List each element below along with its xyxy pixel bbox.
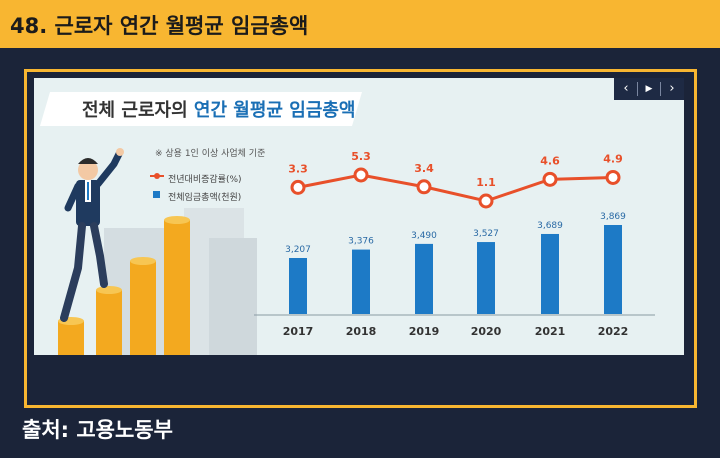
line-point-2019: [416, 179, 432, 195]
x-tick-2019: 2019: [409, 325, 440, 338]
legend-dot-marker: [154, 173, 160, 179]
source-caption: 출처: 고용노동부: [22, 418, 173, 442]
x-tick-2018: 2018: [346, 325, 377, 338]
line-point-2017: [290, 179, 306, 195]
header-bar: 48. 근로자 연간 월평균 임금총액: [0, 0, 720, 48]
bar-label-2019: 3,490: [411, 231, 437, 241]
coin-stack-4: [164, 220, 190, 355]
line-point-2021: [542, 171, 558, 187]
slide-nav: ‹ ▶ ›: [614, 78, 684, 100]
x-tick-2020: 2020: [471, 325, 502, 338]
legend-bar-label: 전체임금총액(천원): [168, 193, 242, 203]
coin-top-4: [164, 216, 190, 224]
play-button[interactable]: ▶: [645, 84, 653, 94]
x-tick-2021: 2021: [535, 325, 566, 338]
bar-2017: [289, 258, 307, 314]
line-label-2020: 1.1: [476, 176, 496, 189]
data-note: ※ 상용 1인 이상 사업체 기준: [155, 149, 266, 159]
chart-layer: 3,207 2017 3,376 2018 3,490 2019 3,527 2020 3,68…: [254, 150, 655, 338]
infographic-slide: 3,207 2017 3,376 2018 3,490 2019 3,527 2020 3,68…: [34, 78, 684, 355]
bar-2020: [477, 242, 495, 314]
prev-button[interactable]: ‹: [623, 81, 629, 96]
coin-stack-2: [96, 290, 122, 355]
bar-2019: [415, 243, 433, 314]
coin-stack-3: [130, 261, 156, 355]
bar-label-2017: 3,207: [285, 245, 311, 255]
line-point-2022: [605, 169, 621, 185]
line-point-2020: [478, 193, 494, 209]
line-label-2017: 3.3: [288, 162, 308, 175]
bar-2021: [541, 233, 559, 314]
building-bg-3: [209, 238, 257, 355]
growth-rate-line: [297, 173, 614, 203]
line-label-2018: 5.3: [351, 150, 371, 163]
line-label-2022: 4.9: [603, 152, 623, 165]
page-title: 48. 근로자 연간 월평균 임금총액: [10, 14, 309, 38]
x-tick-2022: 2022: [598, 325, 629, 338]
bar-label-2021: 3,689: [537, 221, 563, 231]
bar-label-2022: 3,869: [600, 212, 626, 222]
slide-title-part1: 전체 근로자의: [82, 100, 188, 121]
bar-label-2018: 3,376: [348, 237, 374, 247]
nav-divider: [660, 82, 661, 96]
line-label-2019: 3.4: [414, 162, 434, 175]
bar-2018: [352, 249, 370, 314]
nav-divider: [637, 82, 638, 96]
bar-label-2020: 3,527: [473, 229, 499, 239]
coin-top-2: [96, 286, 122, 294]
bar-2022: [604, 225, 622, 314]
line-point-2018: [353, 167, 369, 183]
coin-top-3: [130, 257, 156, 265]
title-banner: [40, 92, 362, 126]
slide-title-part2: 연간 월평균 임금총액: [193, 100, 356, 121]
line-label-2021: 4.6: [540, 154, 560, 167]
legend-line-label: 전년대비증감률(%): [168, 175, 242, 185]
infographic-canvas: 3,207 2017 3,376 2018 3,490 2019 3,527 2020 3,68…: [40, 92, 655, 355]
slide-title: 전체 근로자의 연간 월평균 임금총액: [82, 96, 356, 122]
worker-illustration: [60, 148, 124, 322]
x-tick-2017: 2017: [283, 325, 314, 338]
next-button[interactable]: ›: [669, 81, 675, 96]
coin-stack-1: [58, 321, 84, 355]
legend-bar-marker: [153, 191, 160, 198]
